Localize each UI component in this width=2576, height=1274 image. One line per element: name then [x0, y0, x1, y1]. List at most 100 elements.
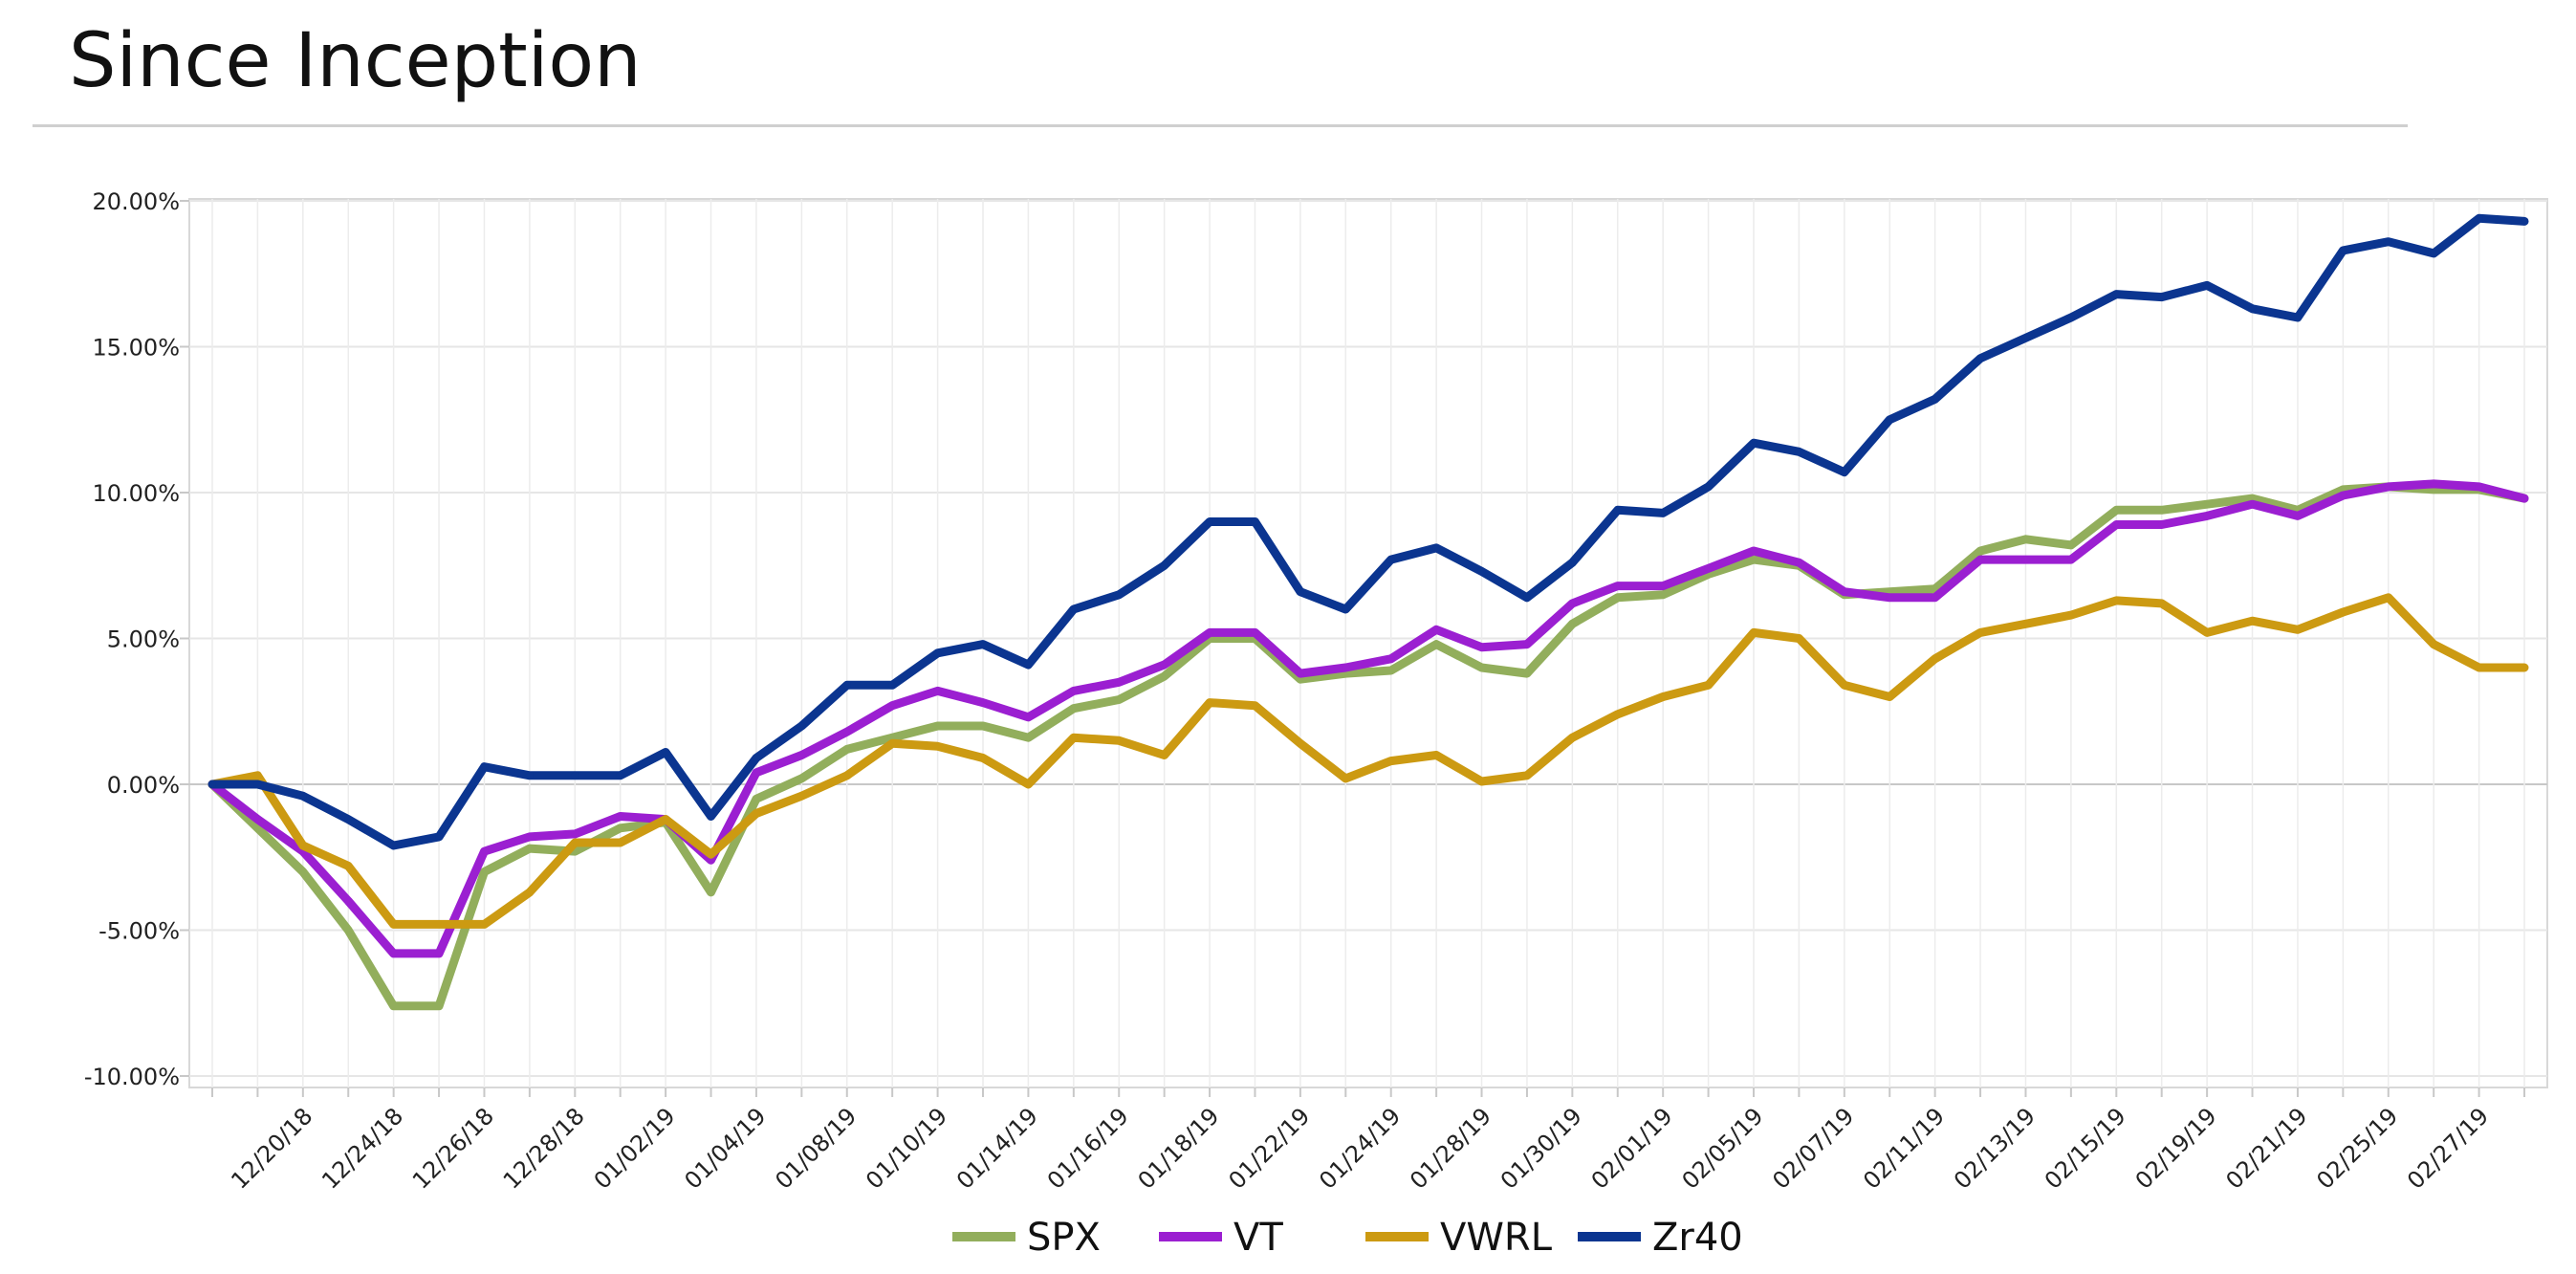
- data-point-zr40: [1704, 482, 1713, 491]
- plot-frame: [188, 198, 2548, 1088]
- data-point-vt: [2475, 482, 2483, 491]
- data-point-vwrl: [616, 839, 624, 846]
- data-point-spx: [616, 824, 624, 832]
- data-point-vt: [2157, 520, 2166, 529]
- data-point-zr40: [1795, 448, 1803, 456]
- data-point-zr40: [979, 640, 987, 648]
- data-point-zr40: [888, 681, 897, 690]
- x-tick-label: 12/26/18: [407, 1103, 499, 1195]
- data-point-zr40: [2339, 246, 2347, 254]
- data-point-vt: [480, 847, 489, 856]
- x-tick-label: 02/13/19: [1949, 1103, 2041, 1195]
- data-point-spx: [707, 888, 715, 896]
- x-tick-label: 02/19/19: [2130, 1103, 2222, 1195]
- data-point-vwrl: [571, 839, 579, 846]
- data-point-spx: [389, 1001, 398, 1010]
- data-point-zr40: [1206, 517, 1214, 526]
- x-tick-label: 02/11/19: [1858, 1103, 1950, 1195]
- data-point-vt: [1931, 593, 1939, 602]
- data-point-vwrl: [797, 792, 806, 801]
- data-point-spx: [1522, 670, 1531, 678]
- legend-label-zr40: Zr40: [1652, 1216, 1743, 1260]
- data-point-vt: [1206, 628, 1214, 637]
- y-tick-label: -10.00%: [84, 1064, 180, 1090]
- y-tick-label: -5.00%: [98, 918, 180, 945]
- x-tick-label: 02/25/19: [2311, 1103, 2403, 1195]
- data-point-spx: [1024, 734, 1033, 742]
- data-point-vwrl: [1024, 780, 1033, 788]
- grid-layer: [188, 198, 2548, 1088]
- x-tick-label: 02/27/19: [2402, 1103, 2494, 1195]
- data-point-vwrl: [2430, 640, 2438, 648]
- data-point-vt: [344, 897, 353, 905]
- data-point-vwrl: [2384, 593, 2392, 602]
- data-point-zr40: [1659, 509, 1668, 517]
- data-point-vwrl: [2521, 664, 2528, 671]
- data-point-zr40: [2384, 237, 2392, 246]
- data-point-vt: [1522, 640, 1531, 648]
- data-point-spx: [298, 868, 307, 876]
- data-point-vt: [797, 751, 806, 759]
- data-point-zr40: [1750, 439, 1757, 448]
- legend-label-spx: SPX: [1027, 1216, 1101, 1260]
- legend-item-zr40: Zr40: [1578, 1216, 1743, 1260]
- data-point-zr40: [1568, 559, 1577, 567]
- data-point-spx: [979, 722, 987, 730]
- data-point-vt: [2339, 492, 2347, 500]
- data-point-spx: [435, 1001, 444, 1010]
- data-point-vt: [1659, 582, 1668, 590]
- data-point-vt: [1840, 587, 1848, 596]
- data-point-zr40: [2112, 290, 2121, 298]
- data-point-vwrl: [1296, 739, 1304, 748]
- data-point-vwrl: [2021, 620, 2030, 628]
- data-point-zr40: [2203, 281, 2212, 290]
- legend-label-vt: VT: [1233, 1216, 1283, 1260]
- data-point-vt: [389, 949, 398, 957]
- data-point-spx: [2066, 540, 2075, 549]
- data-point-spx: [1160, 672, 1168, 681]
- legend: SPX VT VWRL Zr40: [952, 1216, 1743, 1260]
- data-point-vwrl: [1115, 736, 1124, 745]
- data-point-spx: [1386, 667, 1395, 675]
- data-point-vwrl: [2475, 664, 2483, 671]
- series-zr40: [207, 213, 2529, 850]
- data-point-zr40: [298, 792, 307, 801]
- data-point-vwrl: [389, 920, 398, 929]
- data-point-vwrl: [933, 742, 942, 751]
- data-point-vwrl: [2203, 628, 2212, 637]
- data-point-spx: [253, 824, 262, 832]
- data-point-vwrl: [1069, 734, 1078, 742]
- data-point-zr40: [707, 812, 715, 821]
- data-point-zr40: [2475, 214, 2483, 223]
- data-point-zr40: [752, 754, 760, 762]
- data-point-vt: [1568, 599, 1577, 607]
- x-tick-label: 01/02/19: [589, 1103, 681, 1195]
- series-vt: [207, 479, 2529, 958]
- data-point-vt: [888, 701, 897, 710]
- data-point-vwrl: [1160, 751, 1168, 759]
- page-title: Since Inception: [69, 18, 642, 104]
- data-point-zr40: [2157, 293, 2166, 301]
- data-point-vt: [1704, 564, 1713, 573]
- data-point-spx: [1115, 695, 1124, 704]
- data-point-spx: [1750, 556, 1757, 564]
- data-point-zr40: [208, 780, 216, 788]
- x-tick-label: 01/24/19: [1314, 1103, 1406, 1195]
- data-point-zr40: [1069, 605, 1078, 613]
- x-tick-label: 02/07/19: [1767, 1103, 1859, 1195]
- data-point-vwrl: [979, 754, 987, 762]
- data-point-zr40: [1976, 354, 1985, 362]
- data-point-vwrl: [525, 888, 534, 896]
- data-point-zr40: [480, 762, 489, 771]
- data-point-vwrl: [2066, 611, 2075, 620]
- data-point-vwrl: [298, 842, 307, 850]
- data-point-zr40: [1886, 415, 1894, 424]
- data-point-zr40: [1115, 590, 1124, 599]
- data-point-vt: [2293, 512, 2302, 520]
- data-point-vt: [707, 856, 715, 865]
- title-divider: [33, 124, 2408, 127]
- data-point-vt: [2521, 494, 2528, 503]
- data-point-zr40: [2066, 314, 2075, 321]
- data-point-vwrl: [1795, 634, 1803, 643]
- data-point-vt: [1795, 559, 1803, 567]
